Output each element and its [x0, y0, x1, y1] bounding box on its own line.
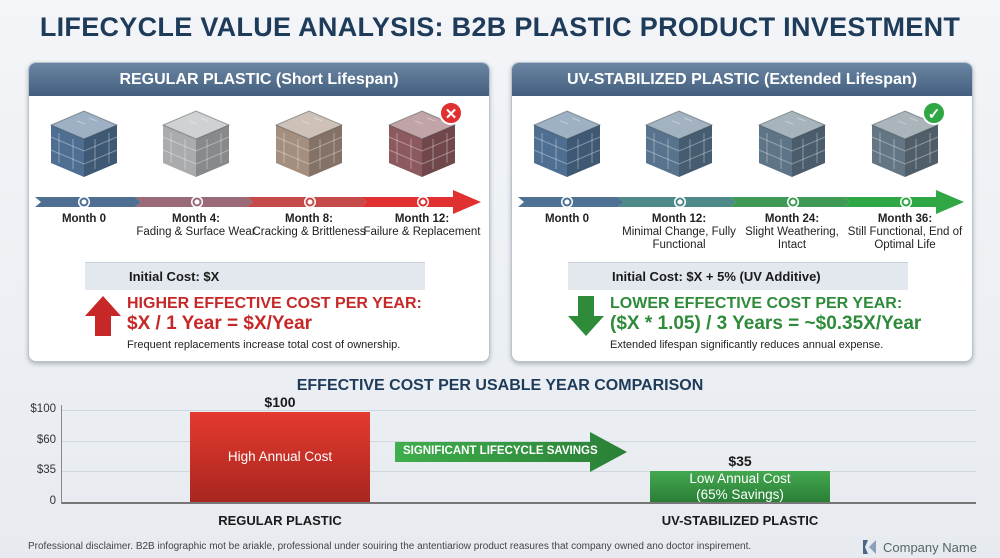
stage-description: Slight Weathering, Intact [745, 226, 839, 251]
timeline-stage: Month 36: Still Functional, End of Optima… [845, 213, 965, 252]
y-tick-label: $35 [36, 464, 56, 476]
timeline-stage: Month 0 [29, 213, 144, 226]
stage-description: Minimal Change, Fully Functional [622, 226, 736, 251]
effective-formula: ($X * 1.05) / 3 Years = ~$0.35X/Year [610, 313, 922, 334]
effective-cost: LOWER EFFECTIVE COST PER YEAR: ($X * 1.05… [610, 294, 921, 334]
effective-heading: HIGHER EFFECTIVE COST PER YEAR: [127, 295, 422, 312]
crate-icon [159, 107, 233, 179]
stage-description: Still Functional, End of Optimal Life [847, 226, 963, 251]
bar-value-label: $100 [264, 394, 296, 410]
panel-header: UV-STABILIZED PLASTIC (Extended Lifespan… [512, 63, 972, 96]
y-tick-label: 0 [49, 495, 56, 507]
savings-arrow: SIGNIFICANT LIFECYCLE SAVINGS [395, 432, 627, 472]
bar: Low Annual Cost (65% Savings) [650, 471, 830, 502]
gridline [62, 441, 976, 442]
crate-icon: ✓ [868, 101, 946, 179]
timeline-stage: Month 0 [512, 213, 627, 226]
stage-label: Month 36: [877, 213, 933, 225]
y-tick-label: $60 [36, 434, 56, 446]
stage-label: Month 12: [394, 213, 450, 225]
arrow-right-icon [395, 432, 627, 472]
stage-description: Fading & Surface Wear [136, 226, 256, 238]
savings-annotation: SIGNIFICANT LIFECYCLE SAVINGS [403, 445, 598, 457]
crate-icon [47, 107, 121, 179]
timeline-arrow [35, 190, 481, 214]
arrow-down-icon [568, 296, 604, 336]
uv-plastic-panel: UV-STABILIZED PLASTIC (Extended Lifespan… [511, 62, 973, 362]
panel-note: Extended lifespan significantly reduces … [610, 339, 884, 351]
crate-icon [530, 107, 604, 179]
page-title: LIFECYCLE VALUE ANALYSIS: B2B PLASTIC PR… [39, 12, 961, 42]
crate-icon [272, 107, 346, 179]
stage-label: Month 4: [172, 213, 220, 225]
company-logo: Company Name [860, 538, 977, 556]
category-label: REGULAR PLASTIC [218, 513, 342, 528]
initial-cost: Initial Cost: $X [85, 262, 425, 290]
bar-value-label: $35 [728, 453, 752, 469]
stage-label: Month 12: [651, 213, 707, 225]
timeline-stage: Month 12: Minimal Change, Fully Functiona… [619, 213, 739, 252]
stage-description: Cracking & Brittleness [252, 226, 366, 238]
disclaimer: Professional disclaimer. B2B infographic… [28, 541, 752, 552]
timeline-stage: Month 8: Cracking & Brittleness [249, 213, 369, 239]
crate-icon [642, 107, 716, 179]
effective-formula: $X / 1 Year = $X/Year [127, 313, 313, 334]
crate-icon: ✕ [385, 101, 463, 179]
x-circle-icon: ✕ [439, 101, 463, 125]
stage-label: Month 24: [764, 213, 820, 225]
panel-note: Frequent replacements increase total cos… [127, 339, 401, 351]
gridline [62, 502, 976, 504]
y-axis [61, 405, 62, 504]
company-name: Company Name [883, 539, 977, 555]
effective-cost: HIGHER EFFECTIVE COST PER YEAR: $X / 1 Ye… [127, 294, 422, 334]
stage-description: Failure & Replacement [363, 226, 481, 238]
y-tick-label: $100 [30, 403, 56, 415]
gridline [62, 410, 976, 411]
gridline [62, 471, 976, 472]
initial-cost: Initial Cost: $X + 5% (UV Additive) [568, 262, 908, 290]
bar-label: High Annual Cost [227, 449, 333, 464]
timeline-arrow [518, 190, 964, 214]
bar-label: Low Annual Cost (65% Savings) [689, 470, 791, 502]
arrow-up-icon [85, 296, 121, 336]
regular-plastic-panel: REGULAR PLASTIC (Short Lifespan) Month 0… [28, 62, 490, 362]
company-logo-icon [863, 540, 876, 554]
category-label: UV-STABILIZED PLASTIC [661, 513, 819, 528]
timeline-stage: Month 4: Fading & Surface Wear [136, 213, 256, 239]
effective-heading: LOWER EFFECTIVE COST PER YEAR: [610, 295, 903, 312]
bar: High Annual Cost [190, 412, 370, 502]
stage-label: Month 0 [544, 213, 590, 225]
crate-icon [755, 107, 829, 179]
panel-header: REGULAR PLASTIC (Short Lifespan) [29, 63, 489, 96]
check-circle-icon: ✓ [922, 101, 946, 125]
stage-label: Month 0 [61, 213, 107, 225]
chart-title: EFFECTIVE COST PER USABLE YEAR COMPARISO… [296, 377, 704, 394]
stage-label: Month 8: [285, 213, 333, 225]
timeline-stage: Month 24: Slight Weathering, Intact [732, 213, 852, 252]
timeline-stage: Month 12: Failure & Replacement [362, 213, 482, 239]
